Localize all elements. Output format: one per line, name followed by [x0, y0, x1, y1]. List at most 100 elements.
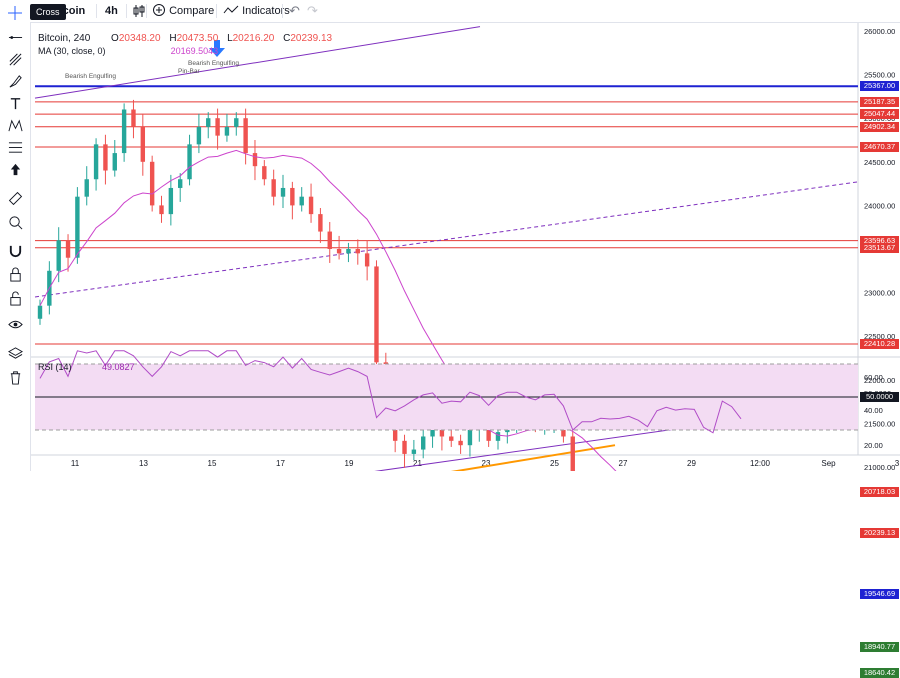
candle-body: [449, 436, 454, 441]
candle-body: [252, 153, 258, 167]
lock-drawings-icon[interactable]: [7, 266, 23, 282]
candle-body: [131, 109, 136, 127]
crosshair-cursor-icon[interactable]: [8, 6, 22, 20]
price-level-label: 25047.44: [860, 109, 899, 120]
time-axis-tick: 12:00: [750, 459, 771, 468]
rsi-axis-tick: 60.00: [864, 373, 883, 382]
time-axis-tick: 15: [208, 459, 217, 468]
price-level-label: 18640.42: [860, 667, 899, 678]
price-axis-tick: 23000.00: [864, 289, 895, 298]
top-toolbar: Bitcoin 4h Compare Indicators ↶ ↷: [0, 0, 900, 23]
candle-body: [112, 153, 117, 171]
text-icon[interactable]: [7, 95, 23, 111]
price-level-label: 24902.34: [860, 121, 899, 132]
compare-label: Compare: [169, 5, 215, 17]
legend-title: Bitcoin, 240: [38, 33, 91, 44]
candle-body: [56, 240, 61, 271]
price-level-label: 22410.28: [860, 339, 899, 350]
channel-lower: [450, 444, 616, 471]
open-label: O: [111, 33, 119, 44]
pitchfork-icon[interactable]: [7, 51, 23, 67]
trend-line-dashed: [34, 181, 859, 298]
fib-icon[interactable]: [7, 139, 23, 155]
candle-body: [65, 240, 71, 258]
candle-body: [308, 196, 314, 215]
candle-body: [280, 187, 286, 197]
price-level-label: 24670.37: [860, 141, 899, 152]
layers-icon[interactable]: [7, 345, 23, 361]
time-axis-tick: 27: [619, 459, 628, 468]
zoom-icon[interactable]: [7, 214, 23, 230]
redo-icon[interactable]: ↷: [307, 3, 318, 18]
rsi-axis-tick: 40.00: [864, 406, 883, 415]
candle-body: [411, 449, 417, 454]
ma-value: 20169.5043: [170, 46, 219, 56]
price-level-label: 25367.00: [860, 81, 899, 92]
time-axis-tick: 29: [687, 459, 696, 468]
candle-body: [271, 179, 276, 197]
price-level-label: 23513.67: [860, 242, 899, 253]
rsi-value: 49.0827: [102, 362, 135, 372]
rsi-axis-tick: 20.00: [864, 441, 883, 450]
trend-line-icon[interactable]: [7, 29, 23, 45]
lock-icon[interactable]: [7, 290, 23, 306]
time-axis-tick: 3: [895, 459, 900, 468]
time-axis-tick: 21: [413, 459, 422, 468]
undo-icon[interactable]: ↶: [289, 3, 300, 18]
magnet-icon[interactable]: [7, 242, 23, 258]
compare-icon: [153, 4, 165, 16]
candle-body: [364, 253, 370, 267]
indicators-icon: [223, 5, 239, 14]
divider: [96, 4, 97, 18]
time-axis-tick: 25: [550, 459, 559, 468]
rsi-legend: RSI (14) 49.0827: [38, 362, 135, 372]
pattern-icon[interactable]: [7, 117, 23, 133]
chart-canvas[interactable]: 26000.0025500.0025000.0024500.0024000.00…: [0, 0, 900, 471]
interval-button[interactable]: 4h: [105, 5, 118, 17]
price-level-label: 20239.13: [860, 528, 899, 539]
candle-body: [215, 118, 220, 136]
price-level-label: 18940.77: [860, 641, 899, 652]
candle-body: [495, 432, 501, 441]
close-value: 20239.13: [290, 33, 333, 44]
price-axis-tick: 21500.00: [864, 419, 895, 428]
price-axis-tick: 21000.00: [864, 463, 895, 471]
candles-icon: [133, 5, 145, 17]
price-axis-tick: 25500.00: [864, 71, 895, 80]
candle-body: [178, 179, 183, 188]
pattern-annotation: Bearish Engulfing: [188, 60, 239, 67]
candle-body: [75, 196, 80, 258]
price-legend: Bitcoin, 240 O20348.20 H20473.50 L20216.…: [38, 33, 332, 44]
drawing-toolbar: [0, 22, 31, 471]
divider: [126, 4, 127, 18]
brush-icon[interactable]: [7, 73, 23, 89]
eye-icon[interactable]: [7, 316, 23, 332]
trash-icon[interactable]: [7, 369, 23, 385]
chart-type-button[interactable]: [132, 0, 146, 22]
rsi-label: RSI (14): [38, 362, 72, 372]
arrow-up-icon[interactable]: [7, 161, 23, 177]
rsi-line: [39, 350, 742, 434]
ma-line: [39, 149, 617, 471]
ruler-icon[interactable]: [7, 190, 23, 206]
candle-body: [234, 118, 239, 127]
ma-label: MA (30, close, 0): [38, 46, 106, 56]
time-axis-tick: 19: [345, 459, 354, 468]
candle-body: [336, 249, 342, 254]
candle-body: [224, 126, 230, 136]
open-value: 20348.20: [118, 33, 161, 44]
cursor-tooltip: Cross: [30, 4, 66, 20]
candle-body: [486, 423, 491, 441]
compare-button[interactable]: Compare: [152, 0, 214, 22]
candle-body: [140, 126, 146, 162]
candle-body: [159, 205, 164, 215]
candle-body: [290, 187, 295, 206]
indicators-label: Indicators: [242, 5, 290, 17]
time-axis-tick: 13: [139, 459, 148, 468]
divider: [216, 4, 217, 18]
divider: [282, 4, 283, 18]
candle-body: [243, 118, 248, 154]
time-axis-tick: 17: [276, 459, 285, 468]
candle-body: [93, 144, 99, 180]
indicators-button[interactable]: Indicators: [223, 0, 290, 22]
